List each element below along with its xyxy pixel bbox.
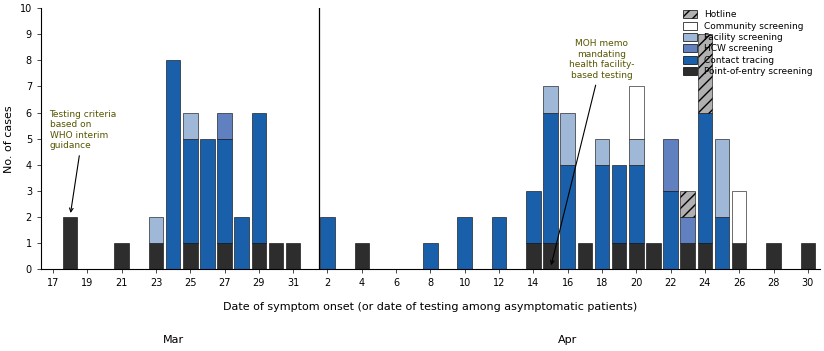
Bar [183, 113, 198, 139]
Bar [698, 113, 712, 243]
Bar [183, 243, 198, 269]
Bar [595, 165, 609, 269]
Bar [681, 243, 695, 269]
Bar [269, 243, 283, 269]
Bar [681, 217, 695, 243]
Bar [663, 139, 678, 191]
Bar [543, 86, 558, 113]
Bar [714, 139, 729, 217]
Bar [148, 217, 163, 243]
Bar [321, 217, 335, 269]
Bar [732, 191, 747, 243]
Bar [492, 217, 506, 269]
Bar [166, 60, 180, 269]
Bar [200, 139, 215, 269]
Bar [595, 139, 609, 165]
Bar [183, 139, 198, 243]
Text: Mar: Mar [162, 335, 184, 345]
Text: Apr: Apr [558, 335, 578, 345]
Y-axis label: No. of cases: No. of cases [4, 105, 14, 173]
X-axis label: Date of symptom onset (or date of testing among asymptomatic patients): Date of symptom onset (or date of testin… [223, 302, 638, 312]
Bar [251, 113, 266, 243]
Bar [543, 113, 558, 243]
Bar [526, 243, 541, 269]
Bar [801, 243, 815, 269]
Bar [612, 165, 626, 243]
Bar [424, 243, 438, 269]
Bar [354, 243, 369, 269]
Bar [698, 243, 712, 269]
Bar [218, 243, 232, 269]
Bar [646, 243, 661, 269]
Text: MOH memo
mandating
health facility-
based testing: MOH memo mandating health facility- base… [550, 40, 634, 264]
Bar [663, 191, 678, 269]
Bar [234, 217, 249, 269]
Bar [629, 243, 644, 269]
Bar [698, 34, 712, 113]
Bar [218, 113, 232, 139]
Bar [457, 217, 472, 269]
Bar [629, 86, 644, 139]
Bar [629, 165, 644, 243]
Bar [560, 165, 575, 269]
Bar [578, 243, 592, 269]
Bar [115, 243, 129, 269]
Bar [63, 217, 77, 269]
Bar [218, 139, 232, 243]
Bar [612, 243, 626, 269]
Bar [732, 243, 747, 269]
Bar [714, 217, 729, 269]
Bar [286, 243, 301, 269]
Bar [681, 191, 695, 217]
Bar [766, 243, 781, 269]
Bar [629, 139, 644, 165]
Bar [560, 113, 575, 165]
Bar [148, 243, 163, 269]
Bar [543, 243, 558, 269]
Bar [251, 243, 266, 269]
Legend: Hotline, Community screening, Facility screening, HCW screening, Contact tracing: Hotline, Community screening, Facility s… [681, 7, 815, 79]
Text: Testing criteria
based on
WHO interim
guidance: Testing criteria based on WHO interim gu… [49, 110, 117, 212]
Bar [526, 191, 541, 243]
